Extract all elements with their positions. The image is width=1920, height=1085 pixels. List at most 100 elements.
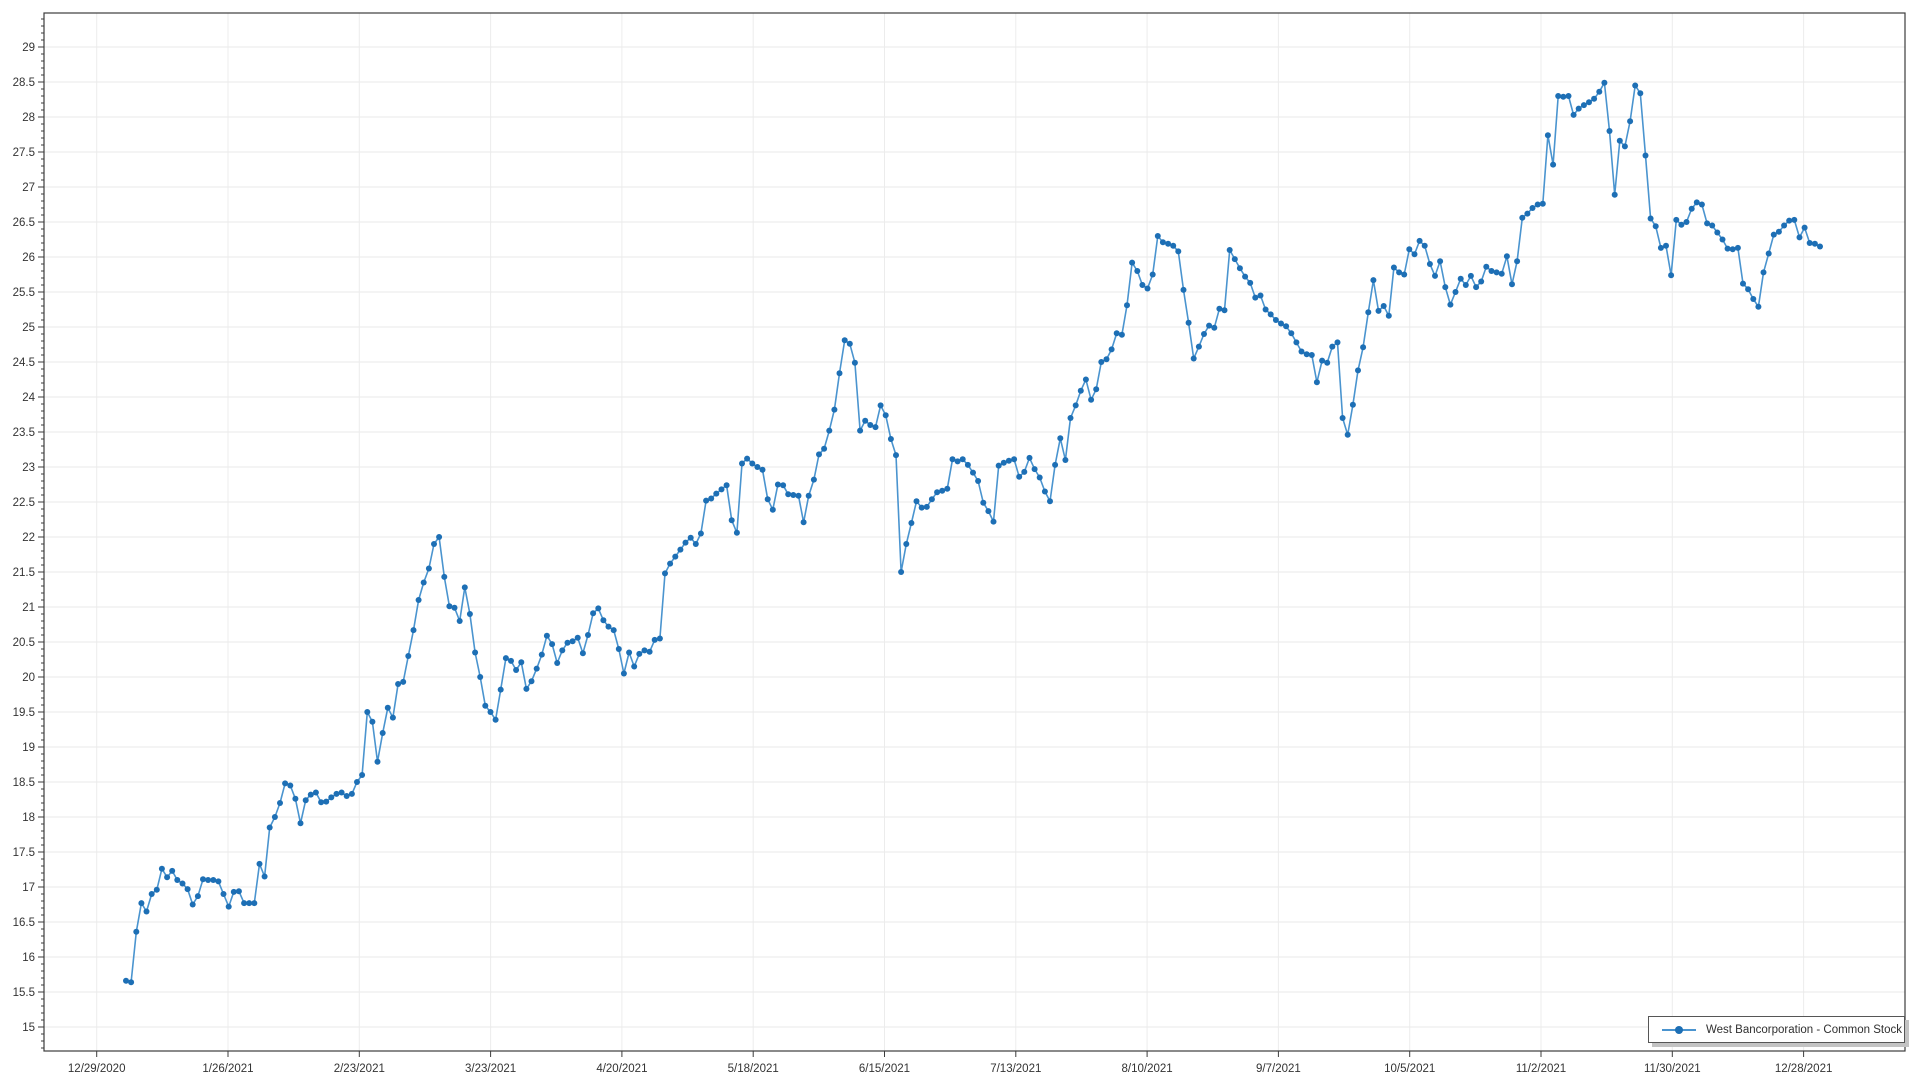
data-point-marker: [1047, 498, 1053, 505]
y-tick-label: 25: [22, 322, 35, 334]
x-tick-label: 11/2/2021: [1516, 1063, 1566, 1075]
y-tick-label: 16.5: [13, 917, 35, 929]
data-point-marker: [1591, 95, 1598, 102]
data-point-marker: [1698, 201, 1705, 208]
data-point-marker: [1334, 339, 1341, 346]
data-point-marker: [939, 487, 946, 494]
data-point-marker: [1801, 224, 1808, 231]
data-point-marker: [605, 623, 612, 630]
data-point-marker: [230, 888, 237, 895]
data-point-marker: [1211, 324, 1218, 331]
data-point-marker: [908, 520, 915, 526]
y-tick-label: 24: [22, 392, 35, 404]
data-point-marker: [739, 460, 745, 467]
y-tick-label: 23: [22, 462, 35, 474]
data-point-marker: [189, 901, 196, 908]
data-point-marker: [862, 417, 869, 424]
data-point-marker: [1093, 386, 1100, 393]
data-point-marker: [395, 681, 402, 687]
data-point-marker: [205, 877, 212, 883]
data-point-marker: [687, 534, 694, 541]
data-point-marker: [379, 730, 386, 736]
data-point-marker: [492, 716, 499, 723]
data-point-marker: [882, 412, 889, 419]
data-point-marker: [328, 794, 335, 801]
data-point-marker: [1565, 93, 1572, 99]
data-point-marker: [877, 402, 884, 409]
data-point-marker: [667, 560, 674, 567]
data-point-marker: [425, 565, 432, 572]
data-point-marker: [831, 406, 838, 413]
x-tick-label: 2/23/2021: [334, 1063, 385, 1075]
data-point-marker: [1226, 247, 1233, 253]
data-point-marker: [1447, 301, 1454, 308]
data-point-marker: [1601, 79, 1608, 86]
data-point-marker: [1283, 323, 1290, 330]
data-point-marker: [1134, 268, 1141, 274]
x-tick-label: 3/23/2021: [465, 1063, 516, 1075]
data-point-marker: [1021, 468, 1028, 475]
y-tick-label: 22: [22, 532, 35, 544]
data-point-marker: [307, 791, 314, 798]
data-point-marker: [1529, 205, 1536, 211]
data-point-marker: [810, 476, 817, 483]
data-point-marker: [400, 678, 407, 685]
y-tick-label: 15.5: [13, 987, 35, 999]
data-point-marker: [246, 900, 253, 907]
data-point-marker: [1786, 217, 1793, 224]
data-point-marker: [502, 655, 509, 662]
data-point-marker: [1257, 292, 1264, 299]
data-point-marker: [148, 891, 155, 897]
price-series: [123, 79, 1823, 986]
y-tick-label: 23.5: [13, 427, 35, 439]
data-point-marker: [169, 867, 176, 874]
data-point-marker: [261, 873, 268, 880]
data-point-marker: [1242, 273, 1249, 280]
y-tick-label: 17: [22, 882, 35, 894]
data-point-marker: [1806, 240, 1813, 246]
data-point-marker: [1437, 258, 1444, 265]
data-point-marker: [138, 900, 145, 907]
data-point-marker: [1745, 286, 1752, 293]
data-point-marker: [1339, 415, 1346, 421]
data-point-marker: [518, 659, 525, 666]
data-point-marker: [708, 495, 715, 502]
x-tick-label: 1/26/2021: [202, 1063, 253, 1075]
data-point-marker: [554, 660, 561, 666]
data-point-marker: [1621, 143, 1628, 150]
data-point-marker: [466, 611, 473, 617]
data-point-marker: [123, 977, 129, 984]
data-point-marker: [1108, 346, 1115, 353]
data-point-marker: [1673, 216, 1680, 223]
data-point-marker: [1555, 93, 1562, 99]
data-point-marker: [1709, 222, 1716, 229]
data-point-marker: [477, 674, 484, 680]
data-point-marker: [225, 903, 232, 910]
data-point-marker: [615, 646, 622, 652]
data-point-marker: [928, 496, 935, 503]
data-point-marker: [410, 627, 417, 634]
data-point-marker: [271, 814, 278, 820]
data-point-marker: [1077, 387, 1084, 394]
data-point-marker: [728, 517, 735, 524]
legend-series-label: West Bancorporation - Common Stock: [1706, 1023, 1903, 1036]
data-point-marker: [805, 492, 812, 499]
data-point-marker: [158, 865, 165, 872]
data-point-marker: [220, 891, 227, 897]
data-point-marker: [975, 478, 982, 484]
x-tick-label: 12/29/2020: [68, 1063, 126, 1075]
data-point-marker: [348, 790, 355, 797]
data-point-marker: [1627, 118, 1634, 125]
data-point-marker: [1103, 356, 1110, 363]
data-point-marker: [1247, 279, 1254, 286]
data-point-marker: [646, 648, 653, 655]
data-point-marker: [200, 876, 206, 883]
data-point-marker: [564, 639, 571, 646]
data-point-marker: [1195, 343, 1202, 350]
x-tick-label: 10/5/2021: [1384, 1063, 1435, 1075]
data-point-marker: [1406, 246, 1413, 253]
data-point-marker: [1011, 456, 1018, 463]
data-point-marker: [1580, 102, 1587, 109]
data-point-marker: [508, 657, 514, 664]
